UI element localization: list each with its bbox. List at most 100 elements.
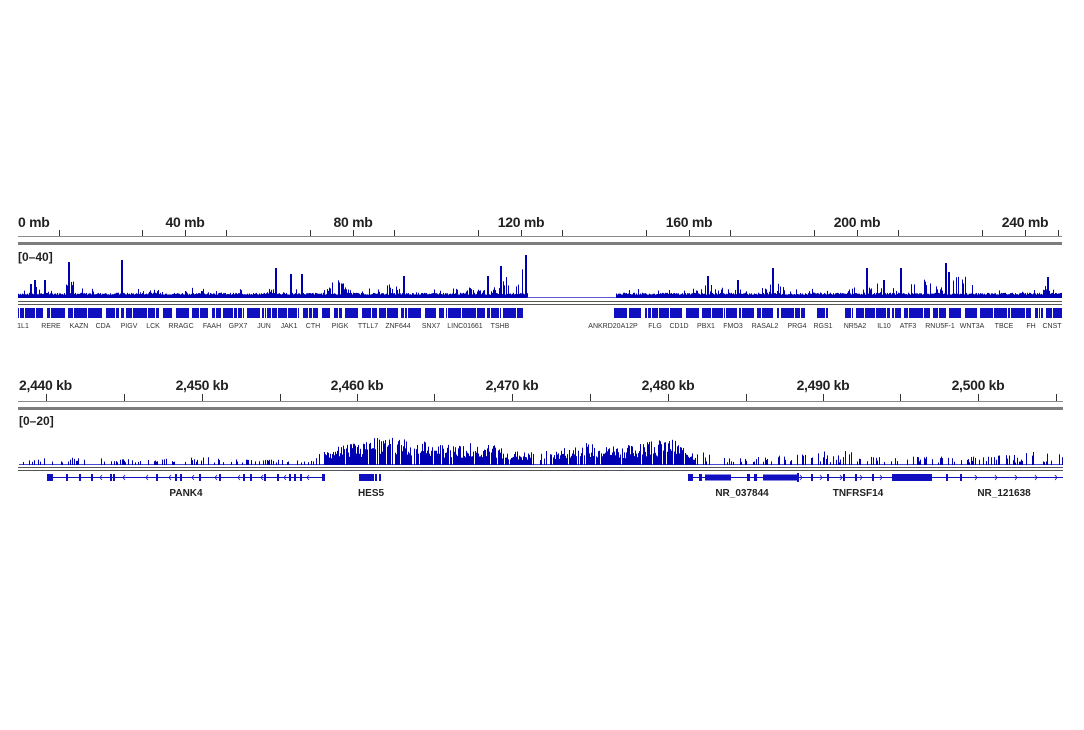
ruler-tick [900, 394, 901, 401]
zoomed-region-panel: 2,440 kb 2,450 kb 2,460 kb 2,470 kb 2,480 kb… [0, 377, 1084, 499]
gene-label[interactable]: KAZN [69, 323, 89, 330]
ruler-label: 2,450 kb [175, 377, 229, 393]
ruler-tick [730, 230, 731, 236]
gene-label[interactable]: PRG4 [787, 323, 807, 330]
ruler-tick [142, 230, 143, 236]
gene-label[interactable]: PBX1 [697, 323, 715, 330]
ruler-baseline [18, 401, 1063, 402]
ruler-tick [562, 230, 563, 236]
gene-label[interactable]: NR_121638 [977, 488, 1031, 499]
ruler-label: 2,440 kb [19, 377, 72, 393]
gene-label[interactable]: RGS1 [813, 323, 833, 330]
ruler-tick [823, 394, 824, 401]
ruler-tick [1056, 394, 1057, 401]
ruler-label: 80 mb [333, 214, 373, 230]
ruler-tick [857, 230, 858, 236]
gene-label[interactable]: ANKRD20A12P [588, 323, 638, 330]
gene-label[interactable]: TNFRSF14 [832, 488, 884, 499]
chromosome-overview-panel: 0 mb 40 mb 80 mb 120 mb 160 mb 200 mb 240 mb [… [0, 0, 1084, 340]
gene-label[interactable]: NR_037844 [715, 488, 769, 499]
ruler-tick [202, 394, 203, 401]
ruler-tick [746, 394, 747, 401]
ruler-tick [353, 230, 354, 236]
coverage-track[interactable] [0, 248, 1084, 308]
gene-label[interactable]: RASAL2 [751, 323, 779, 330]
gene-label[interactable]: WNT3A [959, 323, 985, 330]
track-separator-line [18, 467, 1063, 468]
ruler-tick [898, 230, 899, 236]
ruler-tick [646, 230, 647, 236]
gene-label[interactable]: FLG [648, 323, 662, 330]
gene-label[interactable]: TSHB [490, 323, 510, 330]
ruler-tick [59, 230, 60, 236]
gene-label[interactable]: IL10 [877, 323, 891, 330]
ruler-tick [226, 230, 227, 236]
gene-label[interactable]: RERE [41, 323, 61, 330]
gene-label[interactable]: ZNF644 [385, 323, 411, 330]
ruler-tick [185, 230, 186, 236]
track-separator-line [18, 470, 1063, 471]
gene-label[interactable]: NR5A2 [843, 323, 867, 330]
gene-label[interactable]: CTH [305, 323, 321, 330]
ruler-label: 2,480 kb [641, 377, 695, 393]
ruler-tick [590, 394, 591, 401]
ruler-tick [668, 394, 669, 401]
gene-label[interactable]: HES5 [357, 488, 385, 499]
gene-annotation-track[interactable] [0, 307, 1084, 321]
ruler-tick [280, 394, 281, 401]
ruler-label: 2,470 kb [485, 377, 539, 393]
gene-label[interactable]: JAK1 [280, 323, 298, 330]
gene-label[interactable]: TTLL7 [357, 323, 379, 330]
ruler-tick [521, 230, 522, 236]
gene-label[interactable]: TBCE [994, 323, 1014, 330]
data-range-label: [0–20] [19, 414, 54, 428]
gene-annotation-track[interactable] [0, 471, 1084, 485]
ruler-tick [1058, 230, 1059, 236]
track-separator-line [18, 301, 1062, 302]
gene-label[interactable]: 1L1 [17, 323, 29, 330]
track-separator-line [18, 304, 1062, 305]
gene-label[interactable]: RRAGC [168, 323, 194, 330]
gene-label[interactable]: RNU5F-1 [925, 323, 955, 330]
gene-label[interactable]: FMO3 [723, 323, 743, 330]
ruler-baseline [18, 236, 1062, 237]
ruler-tick [982, 230, 983, 236]
ruler-bar[interactable] [18, 407, 1063, 410]
ruler-label: 2,460 kb [330, 377, 384, 393]
gene-label[interactable]: CD1D [669, 323, 689, 330]
data-range-label: [0–40] [18, 250, 53, 264]
gene-label[interactable]: CNST [1042, 323, 1062, 330]
gene-label[interactable]: CDA [95, 323, 111, 330]
ruler-label: 2,490 kb [796, 377, 850, 393]
ruler-label: 200 mb [833, 214, 881, 230]
ruler-tick [310, 230, 311, 236]
gene-label[interactable]: FAAH [202, 323, 222, 330]
gene-label[interactable]: JUN [257, 323, 271, 330]
coverage-track[interactable] [0, 427, 1084, 467]
ruler-label: 40 mb [165, 214, 205, 230]
gene-label[interactable]: PANK4 [169, 488, 203, 499]
ruler-tick [394, 230, 395, 236]
gene-label[interactable]: LINC01661 [447, 323, 483, 330]
ruler-tick [1025, 230, 1026, 236]
gene-label[interactable]: PIGV [120, 323, 138, 330]
gene-label[interactable]: FH [1026, 323, 1036, 330]
gene-label[interactable]: PIGK [331, 323, 349, 330]
ruler-tick [512, 394, 513, 401]
ruler-tick [46, 394, 47, 401]
ruler-tick [434, 394, 435, 401]
ruler-label: 120 mb [497, 214, 545, 230]
ruler-tick [814, 230, 815, 236]
gene-label[interactable]: LCK [146, 323, 160, 330]
ruler-tick [357, 394, 358, 401]
ruler-label: 240 mb [1001, 214, 1049, 230]
ruler-label: 2,500 kb [951, 377, 1005, 393]
ruler-bar[interactable] [18, 242, 1062, 245]
ruler-tick [124, 394, 125, 401]
ruler-label: 160 mb [665, 214, 713, 230]
ruler-tick [689, 230, 690, 236]
gene-label[interactable]: GPX7 [228, 323, 248, 330]
ruler-label: 0 mb [18, 214, 50, 230]
gene-label[interactable]: ATF3 [899, 323, 917, 330]
gene-label[interactable]: SNX7 [421, 323, 441, 330]
